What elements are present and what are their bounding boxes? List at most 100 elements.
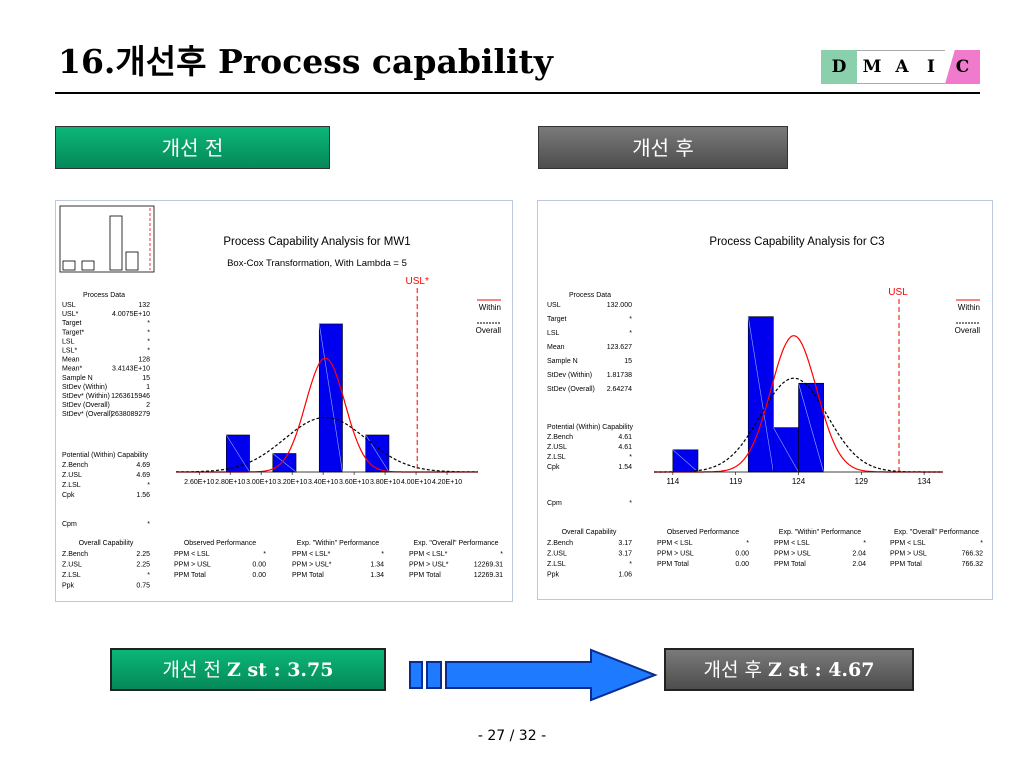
bar-hatch bbox=[747, 316, 774, 473]
process-data-value: 15 bbox=[142, 375, 150, 382]
potential-value: * bbox=[629, 454, 632, 461]
performance-2-value: 12269.31 bbox=[474, 572, 503, 579]
process-data-label: USL bbox=[62, 302, 76, 309]
potential-value: * bbox=[147, 521, 150, 528]
x-tick-label: 4.20E+10 bbox=[432, 479, 462, 486]
x-tick-label: 3.80E+10 bbox=[370, 479, 400, 486]
title-divider bbox=[55, 92, 980, 94]
process-data-label: LSL* bbox=[62, 348, 77, 355]
performance-0-label: PPM > USL bbox=[174, 562, 211, 569]
performance-2-label: PPM > USL bbox=[890, 551, 927, 558]
process-data-value: * bbox=[629, 316, 632, 323]
performance-0-label: PPM Total bbox=[174, 572, 206, 579]
performance-2-label: PPM Total bbox=[890, 561, 922, 568]
dmaic-mai-bg bbox=[857, 50, 945, 84]
process-data-title: Process Data bbox=[83, 292, 125, 299]
process-data-label: Sample N bbox=[547, 358, 578, 365]
performance-0-value: * bbox=[746, 540, 749, 547]
x-tick-label: 119 bbox=[729, 477, 742, 486]
process-data-value: 132.000 bbox=[607, 302, 632, 309]
overall-capability-label: Z.Bench bbox=[62, 551, 88, 558]
bar-hatch bbox=[773, 427, 799, 473]
process-data-value: 132 bbox=[138, 302, 150, 309]
dmaic-c: C bbox=[945, 50, 980, 84]
arrow-block-1 bbox=[409, 661, 423, 689]
process-data-value: 2638089279 bbox=[111, 411, 150, 418]
performance-0-value: 0.00 bbox=[735, 551, 749, 558]
process-data-value: * bbox=[147, 348, 150, 355]
bar-hatch bbox=[226, 434, 250, 473]
result-before: 개선 전 Z st : 3.75 bbox=[110, 648, 386, 691]
legend-within-label: Within bbox=[479, 303, 501, 312]
chart-panel-before: Process Capability Analysis for MW1 Box-C… bbox=[55, 200, 513, 602]
x-tick-label: 114 bbox=[666, 477, 679, 486]
performance-1-value: 2.04 bbox=[852, 551, 866, 558]
process-data-label: StDev (Within) bbox=[62, 384, 107, 391]
dmaic-a: A bbox=[895, 57, 909, 77]
performance-title-2: Exp. "Overall" Performance bbox=[413, 540, 498, 547]
x-tick-label: 2.80E+10 bbox=[215, 479, 245, 486]
process-data-label: StDev (Overall) bbox=[62, 402, 110, 409]
process-data-label: Mean bbox=[547, 344, 565, 351]
performance-2-value: * bbox=[500, 551, 503, 558]
process-data-value: 1263615946 bbox=[111, 393, 150, 400]
performance-1-label: PPM Total bbox=[774, 561, 806, 568]
performance-1-value: 2.04 bbox=[852, 561, 866, 568]
performance-title-0: Observed Performance bbox=[667, 529, 739, 536]
overall-capability-label: Z.Bench bbox=[547, 540, 573, 547]
process-data-label: StDev (Within) bbox=[547, 372, 592, 379]
potential-value: 1.54 bbox=[618, 464, 632, 471]
legend-overall-label: Overall bbox=[476, 326, 502, 335]
process-data-label: Mean bbox=[62, 357, 80, 364]
process-data-label: Sample N bbox=[62, 375, 93, 382]
overall-capability-value: * bbox=[629, 561, 632, 568]
performance-1-label: PPM > USL bbox=[774, 551, 811, 558]
bar-hatch bbox=[318, 323, 343, 473]
performance-2-value: 766.32 bbox=[962, 551, 984, 558]
performance-0-value: 0.00 bbox=[735, 561, 749, 568]
performance-1-value: 1.34 bbox=[370, 572, 384, 579]
process-data-value: * bbox=[147, 338, 150, 345]
overall-capability-label: Z.LSL bbox=[62, 572, 81, 579]
x-tick-label: 4.00E+10 bbox=[401, 479, 431, 486]
overall-capability-title: Overall Capability bbox=[79, 540, 134, 547]
performance-0-label: PPM > USL bbox=[657, 551, 694, 558]
chart-title: Process Capability Analysis for C3 bbox=[709, 236, 884, 248]
inset-bar bbox=[62, 260, 76, 271]
improvement-arrow bbox=[409, 648, 658, 702]
process-data-value: * bbox=[147, 329, 150, 336]
x-tick-label: 3.40E+10 bbox=[308, 479, 338, 486]
process-data-title: Process Data bbox=[569, 292, 611, 299]
x-tick-label: 2.60E+10 bbox=[184, 479, 214, 486]
overall-capability-value: 2.25 bbox=[136, 551, 150, 558]
performance-2-value: 766.32 bbox=[962, 561, 984, 568]
chart-title: Process Capability Analysis for MW1 bbox=[223, 236, 410, 248]
performance-1-label: PPM < LSL* bbox=[292, 551, 331, 558]
performance-2-value: * bbox=[980, 540, 983, 547]
overall-capability-title: Overall Capability bbox=[562, 529, 617, 536]
potential-title: Potential (Within) Capability bbox=[547, 424, 633, 431]
performance-0-value: 0.00 bbox=[252, 562, 266, 569]
bar-hatch bbox=[798, 383, 824, 473]
potential-value: 1.56 bbox=[136, 492, 150, 499]
performance-0-label: PPM < LSL bbox=[174, 551, 210, 558]
process-data-value: 2 bbox=[146, 402, 150, 409]
result-after: 개선 후 Z st : 4.67 bbox=[664, 648, 914, 691]
dmaic-m: M bbox=[862, 57, 882, 77]
performance-1-value: * bbox=[381, 551, 384, 558]
inset-bar bbox=[109, 215, 123, 271]
process-data-value: * bbox=[147, 320, 150, 327]
legend-within-label: Within bbox=[958, 303, 980, 312]
potential-label: Z.USL bbox=[62, 472, 82, 479]
overall-capability-value: 3.17 bbox=[618, 540, 632, 547]
overall-capability-label: Z.USL bbox=[62, 562, 82, 569]
arrow-shape bbox=[445, 648, 658, 702]
process-data-label: StDev* (Within) bbox=[62, 393, 110, 400]
performance-2-label: PPM < LSL bbox=[890, 540, 926, 547]
dmaic-i: I bbox=[927, 57, 935, 77]
result-before-z: Z st : 3.75 bbox=[227, 659, 334, 681]
potential-label: Z.Bench bbox=[547, 434, 573, 441]
potential-label: Cpm bbox=[547, 500, 562, 507]
process-data-label: USL bbox=[547, 302, 561, 309]
after-header: 개선 후 bbox=[538, 126, 788, 169]
